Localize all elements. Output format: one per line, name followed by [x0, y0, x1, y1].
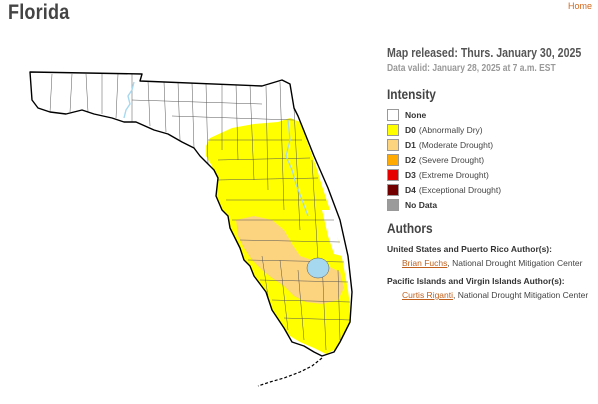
legend-item: D1 (Moderate Drought)	[387, 137, 597, 152]
legend-code: D2	[405, 154, 416, 165]
home-link[interactable]: Home	[567, 1, 592, 11]
legend-code: D1	[405, 139, 416, 150]
map-released: Map released: Thurs. January 30, 2025	[387, 46, 582, 60]
legend-swatch	[387, 153, 399, 166]
legend-item: D3 (Extreme Drought)	[387, 167, 597, 182]
legend-code: No Data	[405, 199, 438, 210]
author-region: Pacific Islands and Virgin Islands Autho…	[387, 276, 565, 286]
florida-keys	[257, 357, 323, 387]
legend-item: None	[387, 107, 597, 122]
author-line: Curtis Riganti, National Drought Mitigat…	[402, 290, 597, 300]
author-line: Brian Fuchs, National Drought Mitigation…	[402, 258, 597, 268]
legend-code: D0	[405, 124, 416, 135]
lake-okeechobee	[306, 257, 330, 279]
author-group: United States and Puerto Rico Author(s):…	[387, 244, 597, 268]
legend-desc: (Severe Drought)	[418, 154, 485, 165]
st-johns-river	[285, 119, 309, 217]
drought-map	[22, 60, 374, 400]
author-link[interactable]: Curtis Riganti	[402, 290, 454, 300]
legend-swatch	[387, 198, 399, 211]
legend-item: D4 (Exceptional Drought)	[387, 182, 597, 197]
legend-swatch	[387, 138, 399, 151]
legend-desc: (Extreme Drought)	[418, 169, 489, 180]
author-org: , National Drought Mitigation Center	[447, 258, 583, 268]
legend-code: D4	[405, 184, 416, 195]
florida-outline	[29, 71, 353, 357]
legend-item: No Data	[387, 197, 597, 212]
intensity-legend: None D0 (Abnormally Dry) D1 (Moderate Dr…	[387, 107, 597, 212]
author-group: Pacific Islands and Virgin Islands Autho…	[387, 276, 597, 300]
legend-swatch	[387, 168, 399, 181]
legend-item: D2 (Severe Drought)	[387, 152, 597, 167]
data-valid: Data valid: January 28, 2025 at 7 a.m. E…	[387, 63, 556, 74]
legend-code: None	[405, 109, 427, 120]
d1-area	[236, 216, 344, 304]
author-org: , National Drought Mitigation Center	[453, 290, 589, 300]
legend-item: D0 (Abnormally Dry)	[387, 122, 597, 137]
map-info-panel: Map released: Thurs. January 30, 2025 Da…	[387, 46, 597, 300]
legend-desc: (Exceptional Drought)	[418, 184, 502, 195]
legend-desc: (Moderate Drought)	[418, 139, 494, 150]
author-region: United States and Puerto Rico Author(s):	[387, 244, 552, 254]
legend-swatch	[387, 123, 399, 136]
legend-swatch	[387, 108, 399, 121]
county-lines	[49, 73, 351, 351]
legend-desc: (Abnormally Dry)	[418, 124, 483, 135]
intensity-heading: Intensity	[387, 86, 436, 102]
legend-swatch	[387, 183, 399, 196]
page-title: Florida	[8, 1, 70, 24]
legend-code: D3	[405, 169, 416, 180]
apalachicola-river	[123, 81, 135, 119]
authors-heading: Authors	[387, 220, 433, 236]
author-link[interactable]: Brian Fuchs	[402, 258, 448, 268]
